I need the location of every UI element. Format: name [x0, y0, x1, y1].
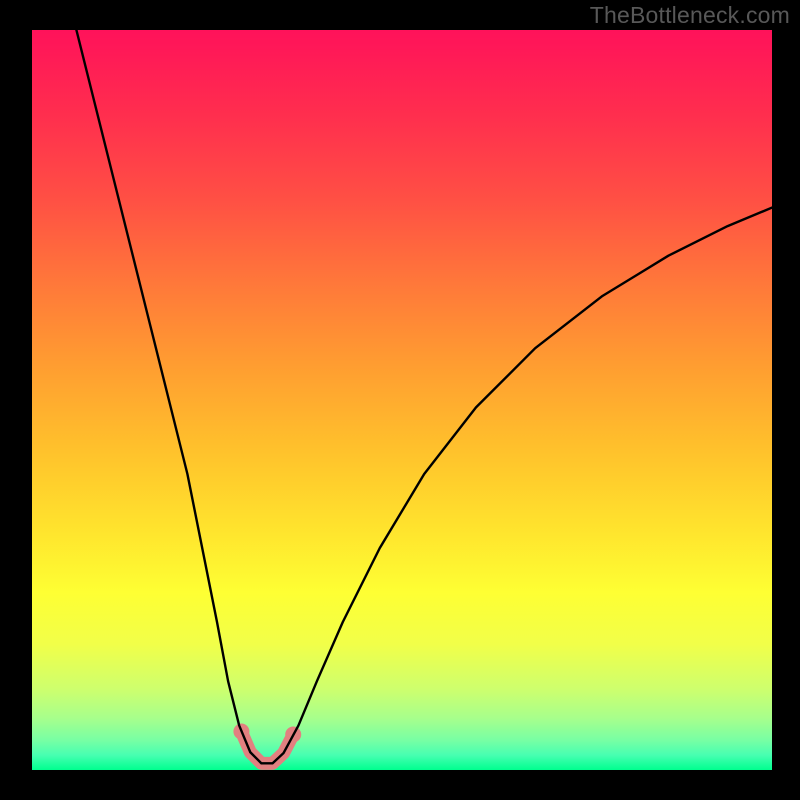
- bottleneck-main-curve: [76, 30, 772, 763]
- curve-layer: [32, 30, 772, 770]
- plot-area: [32, 30, 772, 770]
- watermark-text: TheBottleneck.com: [590, 2, 790, 29]
- chart-stage: TheBottleneck.com: [0, 0, 800, 800]
